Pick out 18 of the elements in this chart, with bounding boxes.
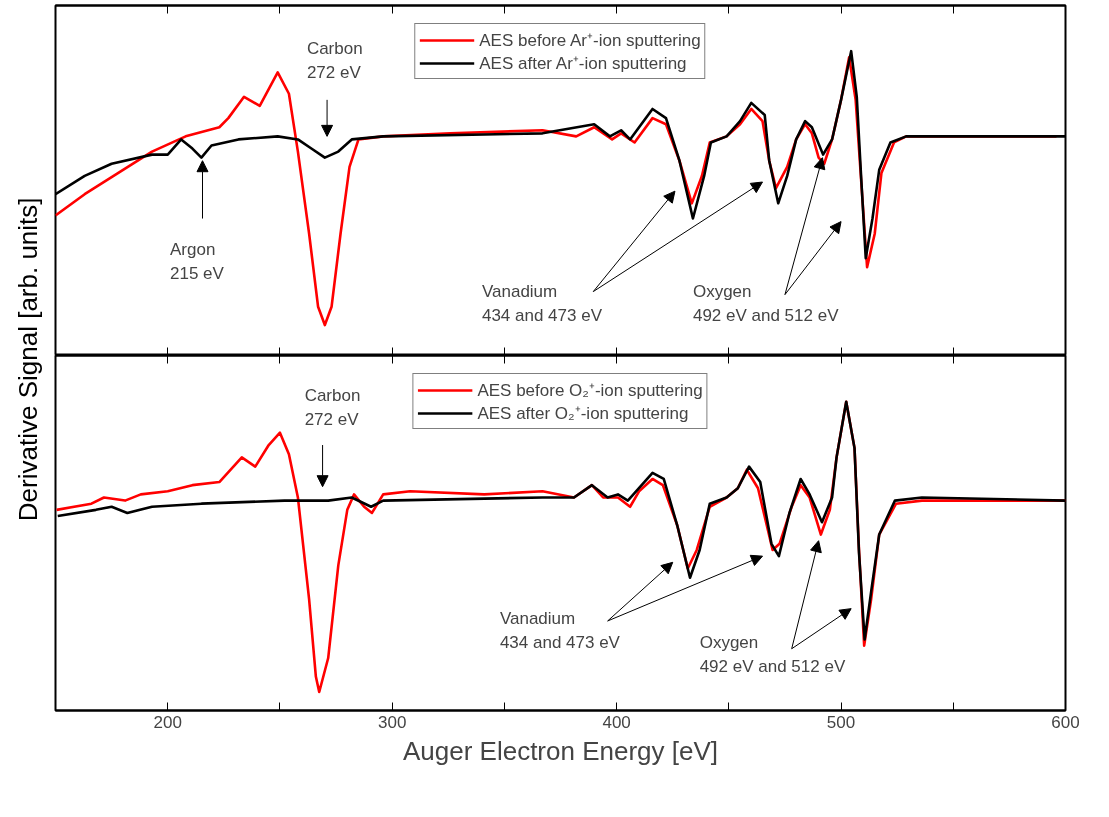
legend-label: AES before Ar⁺-ion sputtering	[479, 30, 701, 51]
x-tick-label: 600	[1051, 712, 1080, 732]
legend-label: AES before O₂⁺-ion sputtering	[477, 380, 703, 401]
x-axis-title: Auger Electron Energy [eV]	[402, 735, 719, 766]
y-axis-title: Derivative Signal [arb. units]	[13, 197, 43, 522]
annotation: Oxygen 492 eV and 512 eV	[692, 282, 840, 326]
annotation: Oxygen 492 eV and 512 eV	[699, 633, 846, 677]
x-tick-label: 500	[826, 712, 856, 732]
x-tick-label: 300	[377, 712, 407, 732]
annotation: Argon 215 eV	[169, 239, 225, 283]
annotation: Carbon 272 eV	[306, 38, 363, 82]
annotation: Vanadium 434 and 473 eV	[499, 608, 621, 652]
x-tick-label: 200	[153, 712, 182, 732]
annotation: Carbon 272 eV	[304, 386, 361, 430]
legend-label: AES after O₂⁺-ion sputtering	[477, 403, 689, 424]
legend-label: AES after Ar⁺-ion sputtering	[479, 53, 687, 74]
annotation: Vanadium 434 and 473 eV	[481, 282, 603, 326]
x-tick-label: 400	[602, 712, 631, 732]
